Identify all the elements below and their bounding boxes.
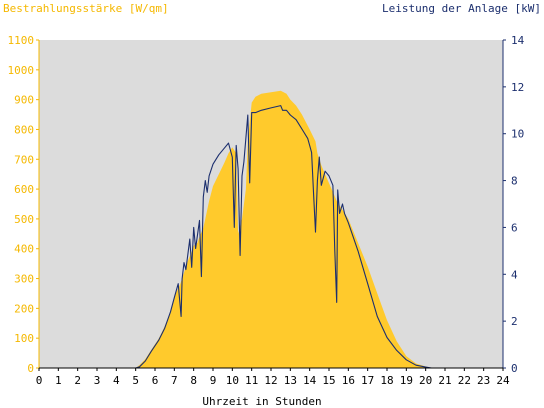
right-tick-label: 14 [511, 34, 525, 47]
right-axis-ticks: 0 2 4 6 8 10 12 14 [503, 34, 525, 375]
x-tick-label: 7 [171, 374, 178, 387]
left-tick-label: 200 [14, 302, 34, 315]
right-tick-label: 2 [511, 315, 518, 328]
power-line [39, 105, 503, 369]
x-tick-label: 17 [361, 374, 374, 387]
x-tick-label: 15 [322, 374, 335, 387]
left-tick-label: 1000 [8, 64, 35, 77]
x-axis-title: Uhrzeit in Stunden [202, 395, 321, 408]
x-tick-label: 12 [264, 374, 277, 387]
left-tick-label: 900 [14, 94, 34, 107]
x-tick-label: 3 [94, 374, 101, 387]
x-tick-label: 0 [36, 374, 43, 387]
right-axis-title: Leistung der Anlage [kW] [382, 2, 541, 15]
x-tick-label: 1 [55, 374, 62, 387]
left-axis-ticks: 0 100 200 300 400 500 600 700 800 900 1000 1100 [8, 34, 39, 375]
x-tick-label: 24 [496, 374, 510, 387]
x-tick-label: 5 [132, 374, 139, 387]
right-tick-label: 10 [511, 128, 524, 141]
right-tick-label: 0 [511, 362, 518, 375]
x-tick-label: 16 [342, 374, 355, 387]
x-tick-label: 10 [226, 374, 239, 387]
x-tick-label: 14 [303, 374, 317, 387]
irradiance-area [39, 90, 503, 368]
x-tick-label: 6 [152, 374, 159, 387]
x-tick-label: 18 [380, 374, 393, 387]
left-tick-label: 600 [14, 183, 34, 196]
left-tick-label: 1100 [8, 34, 35, 47]
right-tick-label: 6 [511, 221, 518, 234]
left-tick-label: 800 [14, 123, 34, 136]
left-axis-title: Bestrahlungsstärke [W/qm] [3, 2, 169, 15]
x-tick-label: 2 [74, 374, 81, 387]
x-tick-label: 23 [477, 374, 490, 387]
x-axis-ticks: 0 1 2 3 4 5 6 7 8 9 10 11 12 13 14 15 16 17 18 19 20 21 22 23 24 [36, 368, 510, 387]
left-tick-label: 400 [14, 243, 34, 256]
x-tick-label: 22 [458, 374, 471, 387]
left-tick-label: 100 [14, 332, 34, 345]
x-tick-label: 4 [113, 374, 120, 387]
x-tick-label: 9 [210, 374, 217, 387]
x-tick-label: 19 [400, 374, 413, 387]
right-tick-label: 12 [511, 81, 524, 94]
x-tick-label: 20 [419, 374, 432, 387]
right-tick-label: 8 [511, 175, 518, 188]
left-tick-label: 500 [14, 213, 34, 226]
left-tick-label: 0 [27, 362, 34, 375]
left-tick-label: 700 [14, 153, 34, 166]
right-tick-label: 4 [511, 268, 518, 281]
x-tick-label: 21 [438, 374, 451, 387]
left-tick-label: 300 [14, 273, 34, 286]
x-tick-label: 13 [284, 374, 297, 387]
x-tick-label: 8 [190, 374, 197, 387]
x-tick-label: 11 [245, 374, 258, 387]
